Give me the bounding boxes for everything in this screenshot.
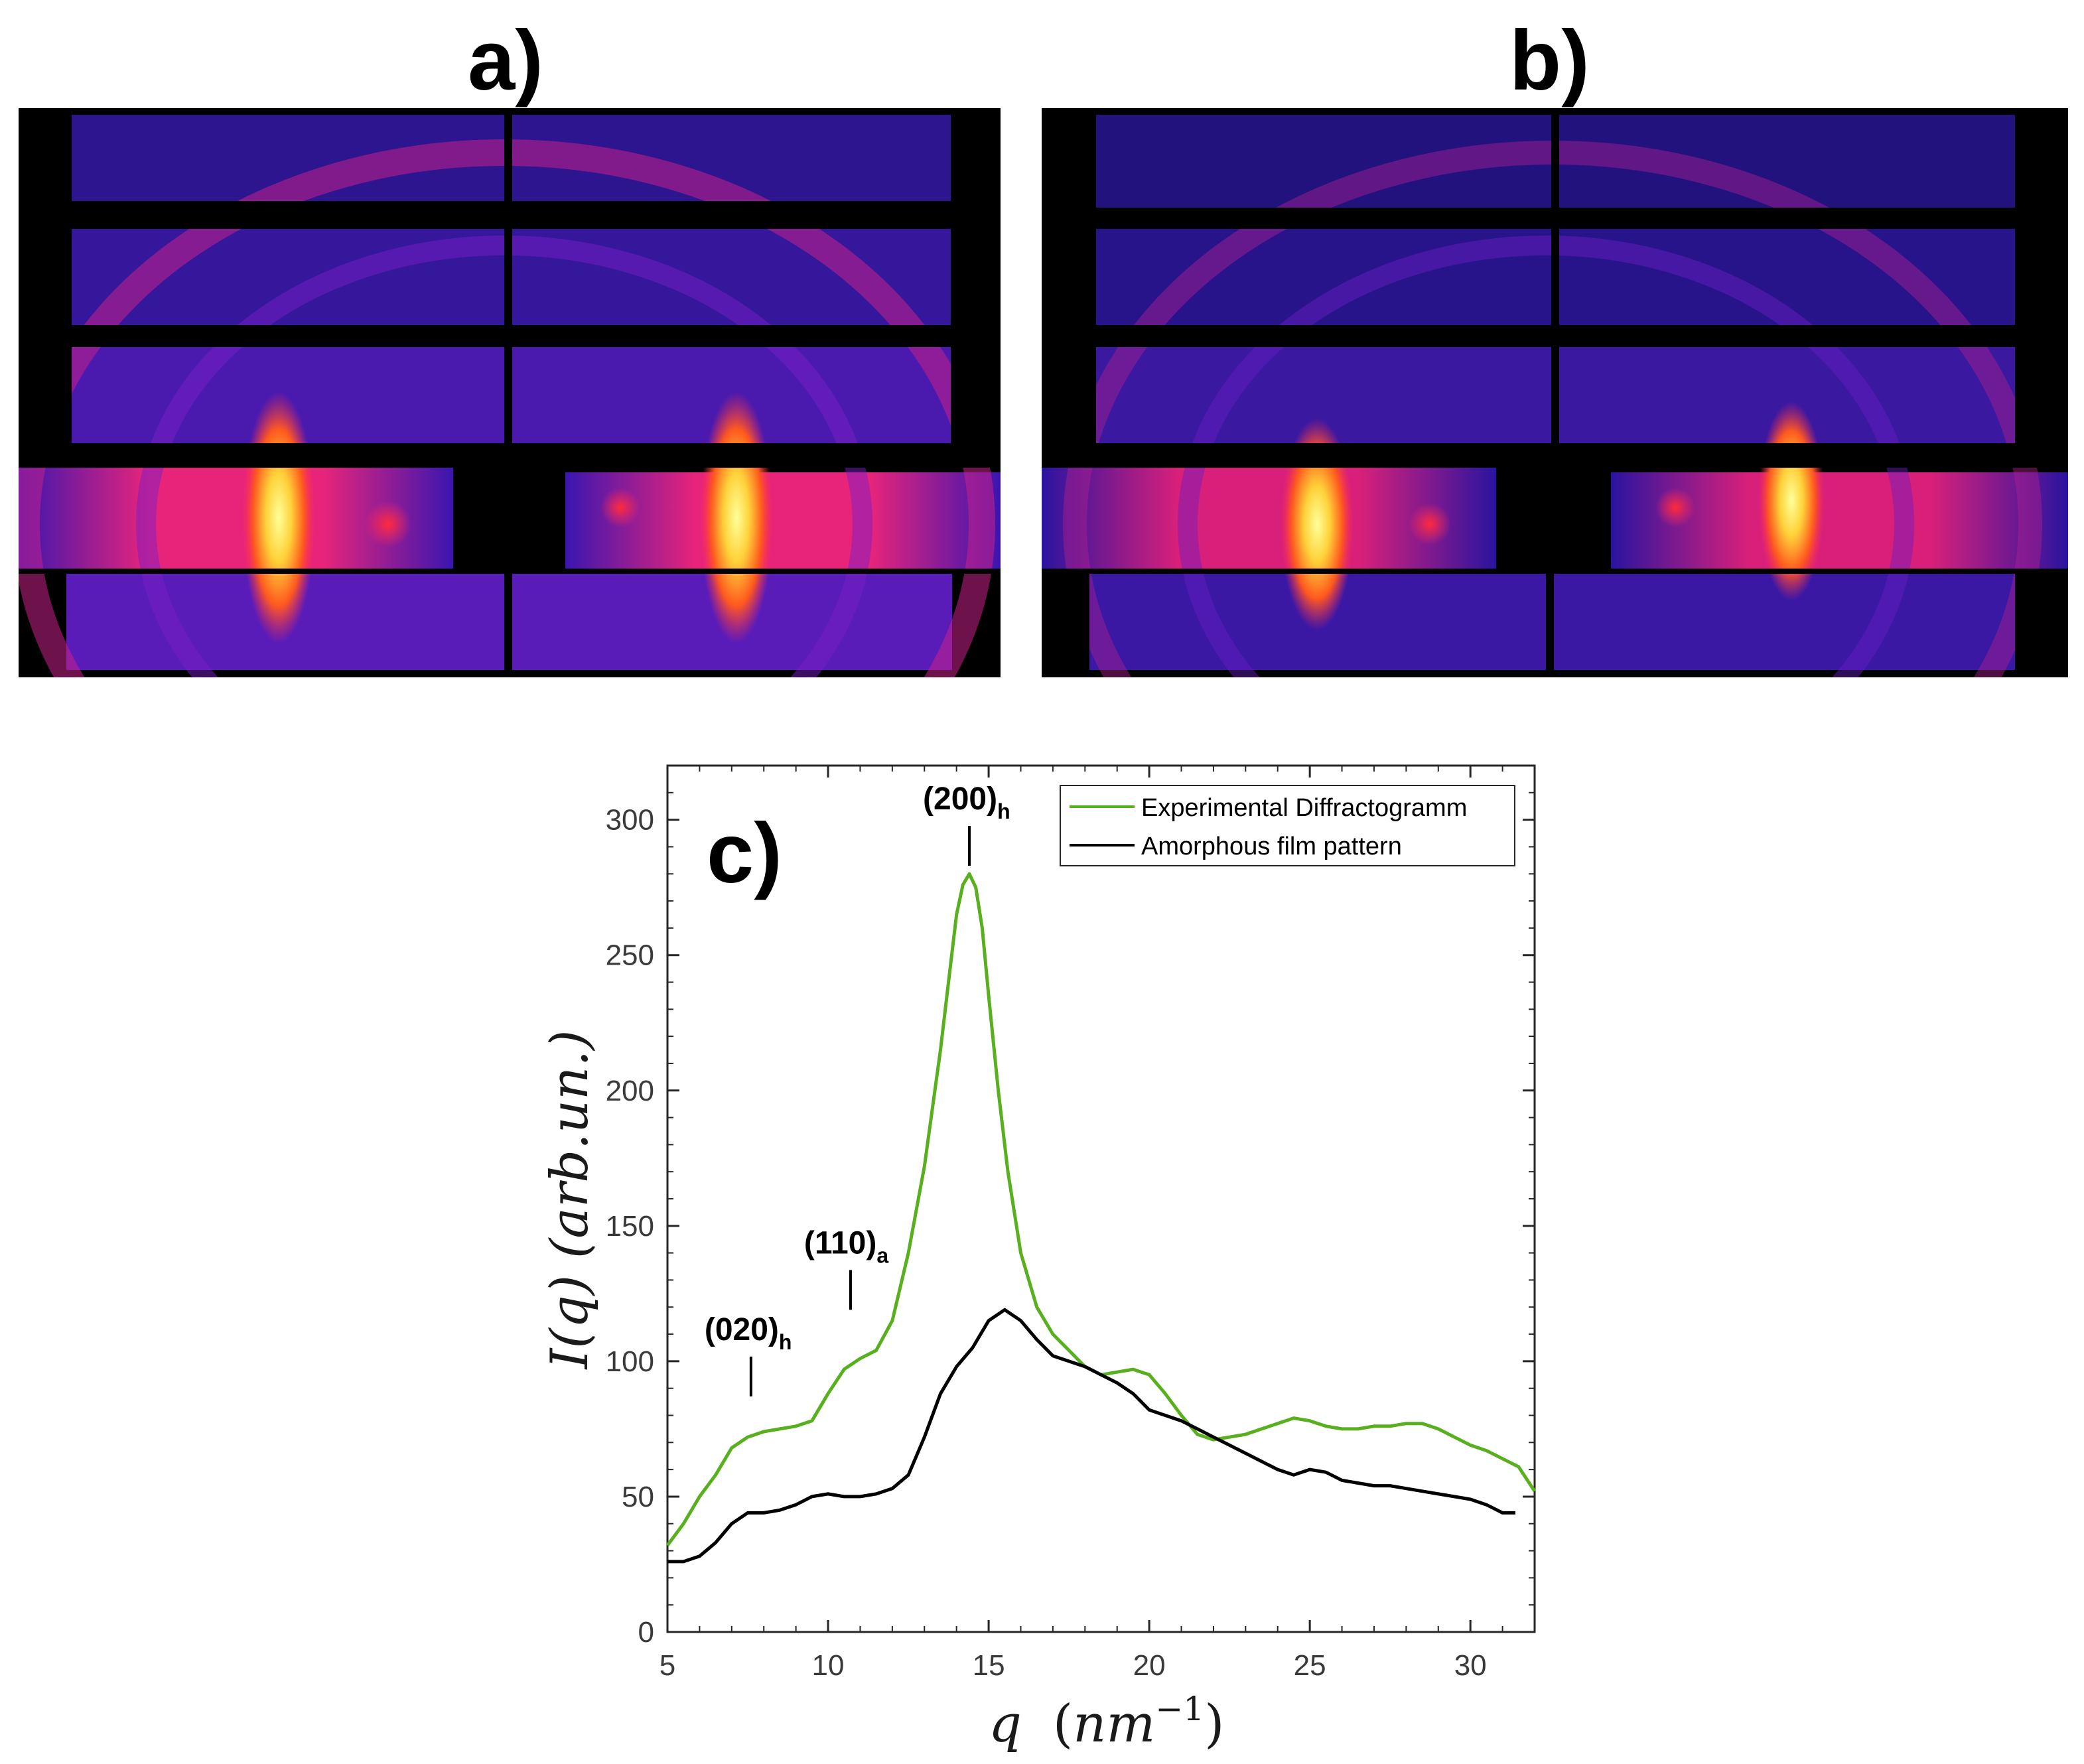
x-tick-label: 30 [1454,1649,1487,1682]
series-experimental-line [665,872,1537,1546]
y-tick-label: 300 [606,804,654,837]
y-tick-label: 250 [606,939,654,972]
annotation-label: (200)h [923,781,1010,823]
legend-box [1060,785,1515,866]
legend: Experimental Diffractogramm Amorphous fi… [1060,785,1515,866]
annotation-label: (020)h [705,1312,792,1354]
legend-label-amorphous: Amorphous film pattern [1141,833,1402,860]
minor-ticks [667,765,1535,1633]
x-tick-label: 25 [1294,1649,1326,1682]
annotation-label: (110)a [804,1225,888,1267]
panel-b-label: b) [1509,13,1590,108]
legend-label-experimental: Experimental Diffractogramm [1141,794,1467,822]
peak-annotations: (200)h (110)a (020)h [705,781,1010,1396]
y-tick-label: 150 [606,1210,654,1243]
y-tick-labels: 0 50 100 150 200 250 300 [606,804,654,1649]
y-tick-label: 100 [606,1345,654,1378]
panel-a-label: a) [468,13,543,108]
detector-image-b [1042,108,2068,677]
plot-area [666,764,1536,1633]
y-tick-label: 200 [606,1075,654,1107]
series-lines [665,872,1537,1564]
x-tick-label: 5 [660,1649,675,1682]
panel-c-label: c) [707,806,782,901]
y-tick-label: 50 [622,1481,654,1513]
series-amorphous-line [667,1308,1515,1564]
x-tick-label: 15 [973,1649,1005,1682]
x-tick-label: 20 [1133,1649,1166,1682]
x-tick-label: 10 [812,1649,845,1682]
diffractogram-chart: 5 10 15 20 25 30 0 50 100 150 200 250 300 (200)h (11… [540,764,1537,1754]
y-tick-label: 0 [638,1616,654,1649]
major-ticks [666,766,1535,1633]
x-tick-labels: 5 10 15 20 25 30 [660,1649,1487,1682]
x-axis-title: q (nm−1) [989,1690,1225,1754]
y-axis-title: I(q) (arb.un.) [540,1030,600,1370]
detector-image-a [19,108,1001,677]
